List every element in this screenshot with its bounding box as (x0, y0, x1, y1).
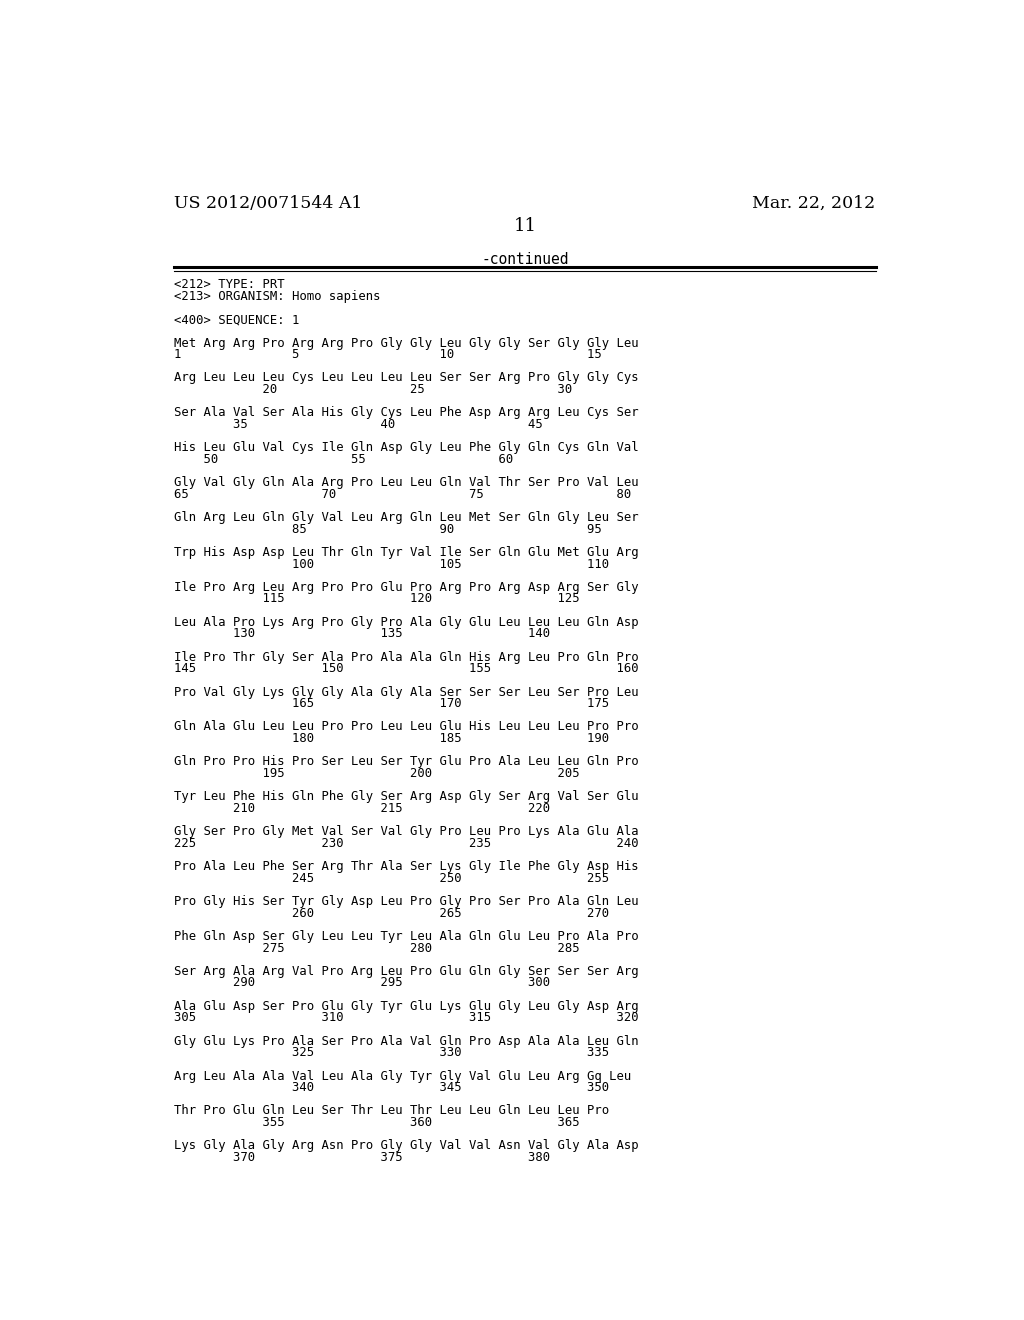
Text: Ile Pro Thr Gly Ser Ala Pro Ala Ala Gln His Arg Leu Pro Gln Pro: Ile Pro Thr Gly Ser Ala Pro Ala Ala Gln … (174, 651, 639, 664)
Text: Gln Pro Pro His Pro Ser Leu Ser Tyr Glu Pro Ala Leu Leu Gln Pro: Gln Pro Pro His Pro Ser Leu Ser Tyr Glu … (174, 755, 639, 768)
Text: 305                 310                 315                 320: 305 310 315 320 (174, 1011, 639, 1024)
Text: 100                 105                 110: 100 105 110 (174, 557, 609, 570)
Text: 260                 265                 270: 260 265 270 (174, 907, 609, 920)
Text: 20                  25                  30: 20 25 30 (174, 383, 572, 396)
Text: <213> ORGANISM: Homo sapiens: <213> ORGANISM: Homo sapiens (174, 290, 381, 304)
Text: Ala Glu Asp Ser Pro Glu Gly Tyr Glu Lys Glu Gly Leu Gly Asp Arg: Ala Glu Asp Ser Pro Glu Gly Tyr Glu Lys … (174, 999, 639, 1012)
Text: Arg Leu Leu Leu Cys Leu Leu Leu Leu Ser Ser Arg Pro Gly Gly Cys: Arg Leu Leu Leu Cys Leu Leu Leu Leu Ser … (174, 371, 639, 384)
Text: Pro Val Gly Lys Gly Gly Ala Gly Ala Ser Ser Ser Leu Ser Pro Leu: Pro Val Gly Lys Gly Gly Ala Gly Ala Ser … (174, 685, 639, 698)
Text: Gly Glu Lys Pro Ala Ser Pro Ala Val Gln Pro Asp Ala Ala Leu Gln: Gly Glu Lys Pro Ala Ser Pro Ala Val Gln … (174, 1035, 639, 1048)
Text: 85                  90                  95: 85 90 95 (174, 523, 602, 536)
Text: Met Arg Arg Pro Arg Arg Pro Gly Gly Leu Gly Gly Ser Gly Gly Leu: Met Arg Arg Pro Arg Arg Pro Gly Gly Leu … (174, 337, 639, 350)
Text: Leu Ala Pro Lys Arg Pro Gly Pro Ala Gly Glu Leu Leu Leu Gln Asp: Leu Ala Pro Lys Arg Pro Gly Pro Ala Gly … (174, 615, 639, 628)
Text: Mar. 22, 2012: Mar. 22, 2012 (753, 195, 876, 213)
Text: 225                 230                 235                 240: 225 230 235 240 (174, 837, 639, 850)
Text: His Leu Glu Val Cys Ile Gln Asp Gly Leu Phe Gly Gln Cys Gln Val: His Leu Glu Val Cys Ile Gln Asp Gly Leu … (174, 441, 639, 454)
Text: 275                 280                 285: 275 280 285 (174, 941, 580, 954)
Text: Ser Ala Val Ser Ala His Gly Cys Leu Phe Asp Arg Arg Leu Cys Ser: Ser Ala Val Ser Ala His Gly Cys Leu Phe … (174, 407, 639, 420)
Text: Pro Ala Leu Phe Ser Arg Thr Ala Ser Lys Gly Ile Phe Gly Asp His: Pro Ala Leu Phe Ser Arg Thr Ala Ser Lys … (174, 861, 639, 873)
Text: Gln Arg Leu Gln Gly Val Leu Arg Gln Leu Met Ser Gln Gly Leu Ser: Gln Arg Leu Gln Gly Val Leu Arg Gln Leu … (174, 511, 639, 524)
Text: Gly Val Gly Gln Ala Arg Pro Leu Leu Gln Val Thr Ser Pro Val Leu: Gly Val Gly Gln Ala Arg Pro Leu Leu Gln … (174, 477, 639, 490)
Text: 355                 360                 365: 355 360 365 (174, 1117, 580, 1129)
Text: 130                 135                 140: 130 135 140 (174, 627, 550, 640)
Text: <400> SEQUENCE: 1: <400> SEQUENCE: 1 (174, 313, 299, 326)
Text: Pro Gly His Ser Tyr Gly Asp Leu Pro Gly Pro Ser Pro Ala Gln Leu: Pro Gly His Ser Tyr Gly Asp Leu Pro Gly … (174, 895, 639, 908)
Text: Arg Leu Ala Ala Val Leu Ala Gly Tyr Gly Val Glu Leu Arg Gq Leu: Arg Leu Ala Ala Val Leu Ala Gly Tyr Gly … (174, 1069, 631, 1082)
Text: -continued: -continued (481, 252, 568, 267)
Text: Ile Pro Arg Leu Arg Pro Pro Glu Pro Arg Pro Arg Asp Arg Ser Gly: Ile Pro Arg Leu Arg Pro Pro Glu Pro Arg … (174, 581, 639, 594)
Text: 145                 150                 155                 160: 145 150 155 160 (174, 663, 639, 676)
Text: Tyr Leu Phe His Gln Phe Gly Ser Arg Asp Gly Ser Arg Val Ser Glu: Tyr Leu Phe His Gln Phe Gly Ser Arg Asp … (174, 791, 639, 804)
Text: Gln Ala Glu Leu Leu Pro Pro Leu Leu Glu His Leu Leu Leu Pro Pro: Gln Ala Glu Leu Leu Pro Pro Leu Leu Glu … (174, 721, 639, 734)
Text: 115                 120                 125: 115 120 125 (174, 593, 580, 606)
Text: 325                 330                 335: 325 330 335 (174, 1047, 609, 1059)
Text: 65                  70                  75                  80: 65 70 75 80 (174, 488, 631, 500)
Text: 50                  55                  60: 50 55 60 (174, 453, 513, 466)
Text: 195                 200                 205: 195 200 205 (174, 767, 580, 780)
Text: 35                  40                  45: 35 40 45 (174, 418, 543, 430)
Text: Lys Gly Ala Gly Arg Asn Pro Gly Gly Val Val Asn Val Gly Ala Asp: Lys Gly Ala Gly Arg Asn Pro Gly Gly Val … (174, 1139, 639, 1152)
Text: 1               5                   10                  15: 1 5 10 15 (174, 348, 602, 362)
Text: 165                 170                 175: 165 170 175 (174, 697, 609, 710)
Text: Ser Arg Ala Arg Val Pro Arg Leu Pro Glu Gln Gly Ser Ser Ser Arg: Ser Arg Ala Arg Val Pro Arg Leu Pro Glu … (174, 965, 639, 978)
Text: <212> TYPE: PRT: <212> TYPE: PRT (174, 279, 285, 292)
Text: 210                 215                 220: 210 215 220 (174, 803, 550, 814)
Text: 290                 295                 300: 290 295 300 (174, 977, 550, 990)
Text: 11: 11 (513, 218, 537, 235)
Text: US 2012/0071544 A1: US 2012/0071544 A1 (174, 195, 362, 213)
Text: 340                 345                 350: 340 345 350 (174, 1081, 609, 1094)
Text: Trp His Asp Asp Leu Thr Gln Tyr Val Ile Ser Gln Glu Met Glu Arg: Trp His Asp Asp Leu Thr Gln Tyr Val Ile … (174, 546, 639, 558)
Text: Gly Ser Pro Gly Met Val Ser Val Gly Pro Leu Pro Lys Ala Glu Ala: Gly Ser Pro Gly Met Val Ser Val Gly Pro … (174, 825, 639, 838)
Text: 245                 250                 255: 245 250 255 (174, 871, 609, 884)
Text: Thr Pro Glu Gln Leu Ser Thr Leu Thr Leu Leu Gln Leu Leu Pro: Thr Pro Glu Gln Leu Ser Thr Leu Thr Leu … (174, 1105, 609, 1118)
Text: Phe Gln Asp Ser Gly Leu Leu Tyr Leu Ala Gln Glu Leu Pro Ala Pro: Phe Gln Asp Ser Gly Leu Leu Tyr Leu Ala … (174, 929, 639, 942)
Text: 370                 375                 380: 370 375 380 (174, 1151, 550, 1164)
Text: 180                 185                 190: 180 185 190 (174, 733, 609, 744)
